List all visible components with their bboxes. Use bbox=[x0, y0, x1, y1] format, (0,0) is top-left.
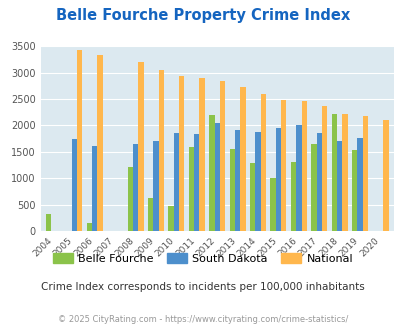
Bar bbox=[311, 144, 316, 231]
Bar bbox=[158, 71, 164, 231]
Bar bbox=[173, 133, 179, 231]
Legend: Belle Fourche, South Dakota, National: Belle Fourche, South Dakota, National bbox=[48, 248, 357, 268]
Bar bbox=[341, 114, 347, 231]
Bar bbox=[255, 132, 260, 231]
Bar bbox=[316, 133, 321, 231]
Bar bbox=[46, 214, 51, 231]
Bar bbox=[132, 145, 138, 231]
Text: © 2025 CityRating.com - https://www.cityrating.com/crime-statistics/: © 2025 CityRating.com - https://www.city… bbox=[58, 315, 347, 324]
Bar bbox=[168, 206, 173, 231]
Bar bbox=[331, 114, 336, 231]
Text: Belle Fourche Property Crime Index: Belle Fourche Property Crime Index bbox=[56, 8, 349, 23]
Bar bbox=[356, 138, 362, 231]
Bar bbox=[220, 81, 225, 231]
Bar bbox=[188, 147, 194, 231]
Bar bbox=[321, 106, 326, 231]
Bar bbox=[214, 123, 220, 231]
Bar bbox=[270, 178, 275, 231]
Bar bbox=[127, 167, 132, 231]
Bar bbox=[351, 150, 356, 231]
Text: Crime Index corresponds to incidents per 100,000 inhabitants: Crime Index corresponds to incidents per… bbox=[41, 282, 364, 292]
Bar bbox=[92, 146, 97, 231]
Bar bbox=[153, 141, 158, 231]
Bar bbox=[240, 87, 245, 231]
Bar bbox=[382, 120, 388, 231]
Bar bbox=[148, 198, 153, 231]
Bar bbox=[336, 141, 341, 231]
Bar bbox=[275, 128, 280, 231]
Bar bbox=[249, 163, 255, 231]
Bar bbox=[71, 139, 77, 231]
Bar bbox=[280, 100, 286, 231]
Bar bbox=[77, 50, 82, 231]
Bar bbox=[179, 76, 184, 231]
Bar bbox=[97, 55, 102, 231]
Bar bbox=[209, 115, 214, 231]
Bar bbox=[194, 134, 199, 231]
Bar bbox=[199, 79, 204, 231]
Bar bbox=[234, 130, 240, 231]
Bar bbox=[138, 61, 143, 231]
Bar bbox=[87, 223, 92, 231]
Bar bbox=[290, 162, 296, 231]
Bar bbox=[301, 101, 306, 231]
Bar bbox=[260, 94, 265, 231]
Bar bbox=[296, 125, 301, 231]
Bar bbox=[229, 148, 234, 231]
Bar bbox=[362, 116, 367, 231]
